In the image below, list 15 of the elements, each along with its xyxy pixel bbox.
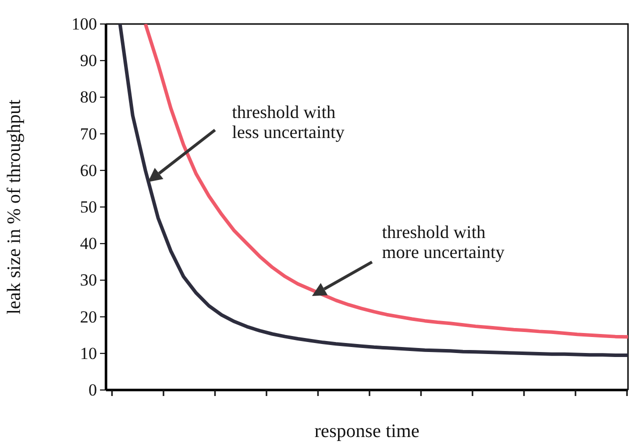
y-tick-label: 70 xyxy=(80,124,97,144)
annotation: threshold with less uncertainty xyxy=(232,102,344,142)
y-tick-label: 60 xyxy=(80,160,97,180)
y-tick-label: 20 xyxy=(80,307,97,326)
y-tick-label: 90 xyxy=(80,51,97,70)
y-tick-label: 10 xyxy=(80,344,97,363)
annotation: threshold with more uncertainty xyxy=(382,222,504,262)
y-tick-label: 40 xyxy=(80,234,97,254)
y-axis-title: leak size in % of throughput xyxy=(4,98,25,314)
y-tick-label: 100 xyxy=(72,14,97,34)
y-tick-label: 80 xyxy=(80,88,97,107)
y-tick-label: 50 xyxy=(80,197,97,216)
y-tick-label: 0 xyxy=(88,380,97,400)
x-axis-title: response time xyxy=(314,421,420,442)
y-tick-label: 30 xyxy=(80,270,97,290)
